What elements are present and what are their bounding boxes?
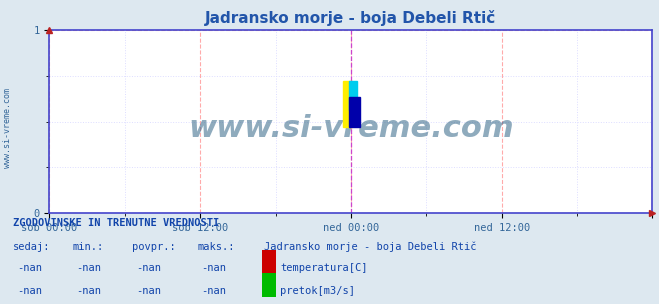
Text: -nan: -nan [202, 285, 227, 295]
Text: -nan: -nan [17, 263, 42, 273]
Text: -nan: -nan [136, 285, 161, 295]
Text: ZGODOVINSKE IN TRENUTNE VREDNOSTI: ZGODOVINSKE IN TRENUTNE VREDNOSTI [13, 218, 219, 228]
Text: -nan: -nan [136, 263, 161, 273]
Text: sedaj:: sedaj: [13, 242, 51, 252]
Text: Jadransko morje - boja Debeli Rtič: Jadransko morje - boja Debeli Rtič [264, 242, 476, 252]
Title: Jadransko morje - boja Debeli Rtič: Jadransko morje - boja Debeli Rtič [206, 10, 496, 26]
Text: povpr.:: povpr.: [132, 242, 175, 252]
Bar [349, 81, 357, 110]
Text: -nan: -nan [76, 285, 101, 295]
Text: -nan: -nan [17, 285, 42, 295]
Text: www.si-vreme.com: www.si-vreme.com [188, 114, 514, 143]
Text: pretok[m3/s]: pretok[m3/s] [280, 285, 355, 295]
Text: maks.:: maks.: [198, 242, 235, 252]
Text: www.si-vreme.com: www.si-vreme.com [3, 88, 12, 168]
Bar [262, 250, 276, 275]
Text: -nan: -nan [202, 263, 227, 273]
Bar [349, 98, 360, 127]
Text: -nan: -nan [76, 263, 101, 273]
Text: min.:: min.: [72, 242, 103, 252]
Text: temperatura[C]: temperatura[C] [280, 263, 368, 273]
Bar [262, 273, 276, 297]
Bar [343, 81, 353, 127]
